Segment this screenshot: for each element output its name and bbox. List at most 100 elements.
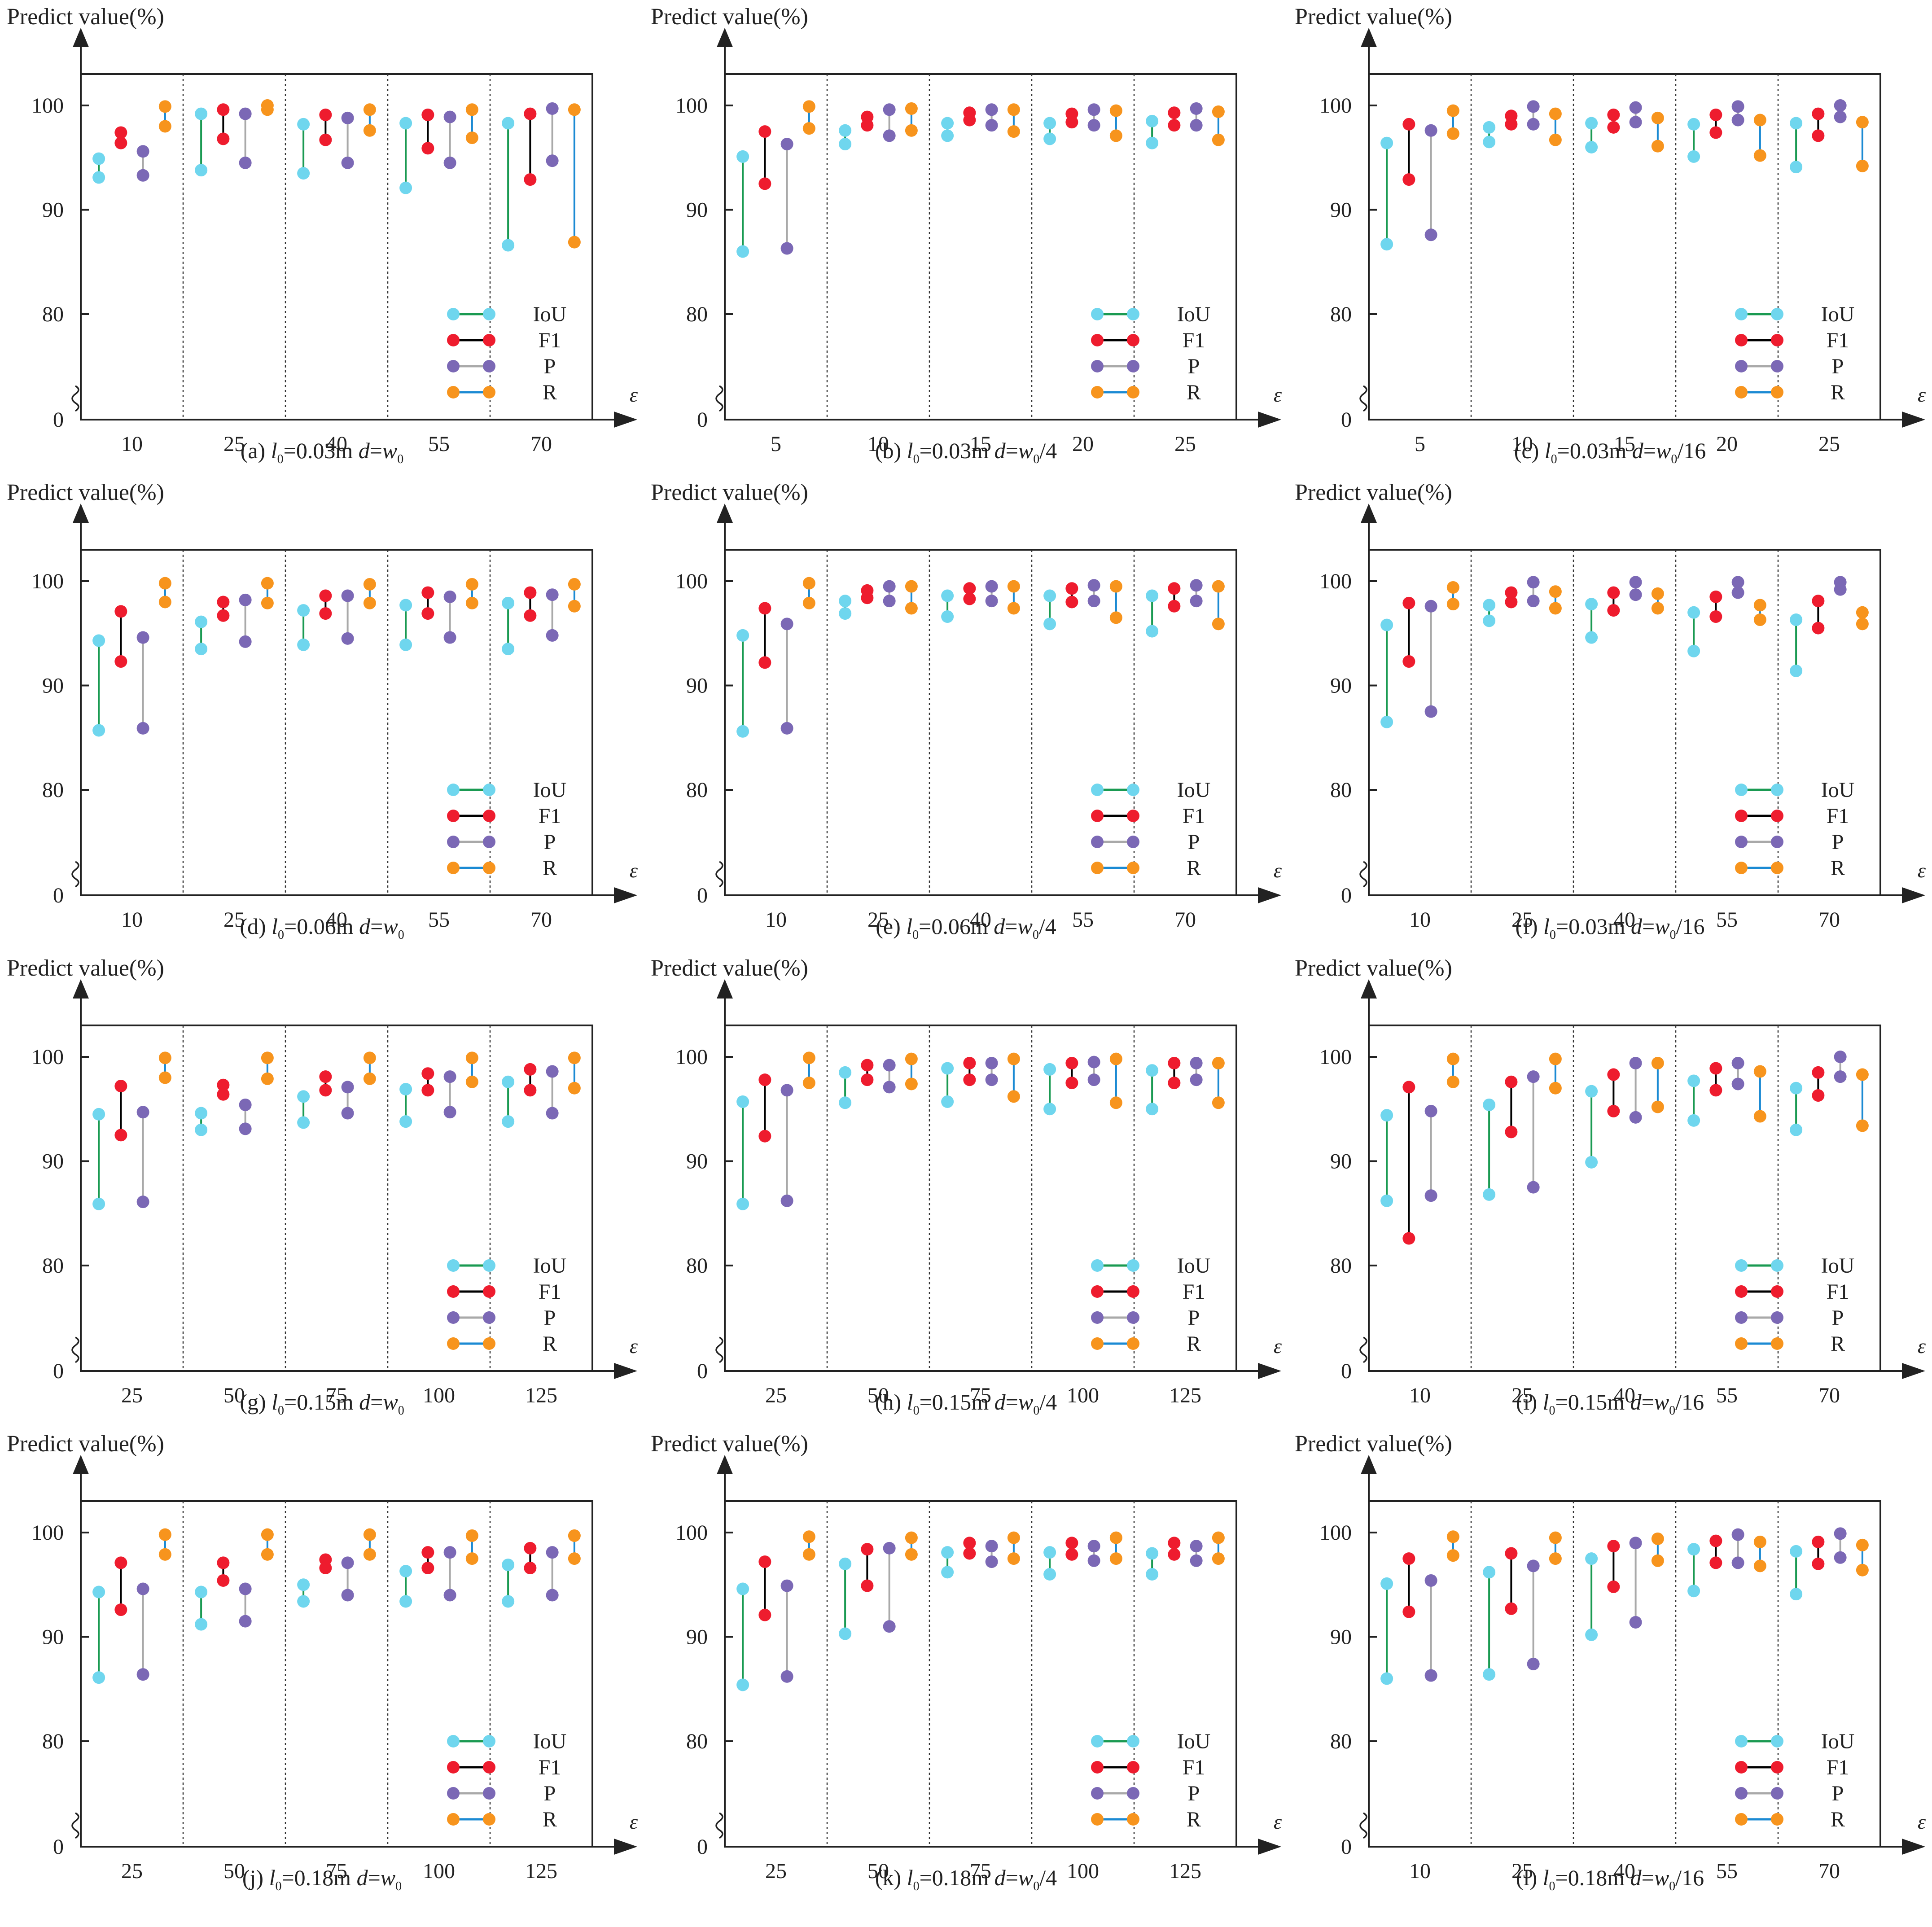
legend-marker-f1 <box>447 810 460 822</box>
data-point-r-min <box>905 124 918 137</box>
data-point-r-max <box>1753 1065 1766 1078</box>
x-axis-symbol: ε <box>1918 383 1926 406</box>
data-point-iou-max <box>736 150 749 163</box>
legend-label-f1: F1 <box>539 804 561 828</box>
data-point-r-min <box>905 602 918 615</box>
legend-marker-iou <box>447 308 460 320</box>
data-point-r-min <box>261 596 274 609</box>
data-point-r-min <box>1651 1554 1664 1567</box>
x-tick-label: 25 <box>1511 1384 1533 1407</box>
data-point-p-max <box>1527 1559 1540 1572</box>
x-tick-label: 50 <box>867 1384 889 1407</box>
data-point-f1-min <box>1607 121 1620 134</box>
data-point-r-max <box>568 103 581 116</box>
data-point-p-max <box>1190 579 1203 592</box>
legend-marker-p <box>1735 836 1748 848</box>
data-point-f1-min <box>1168 119 1181 132</box>
data-point-f1-min <box>758 1130 771 1143</box>
data-point-f1-max <box>1505 1547 1518 1560</box>
x-axis-symbol: ε <box>1274 859 1282 882</box>
legend-marker-r <box>483 1813 495 1826</box>
axis-break-mark <box>1359 385 1367 412</box>
data-point-iou-min <box>92 171 105 184</box>
data-point-iou-max <box>297 1090 310 1103</box>
data-point-iou-min <box>1483 1188 1496 1201</box>
data-point-iou-max <box>399 599 412 612</box>
x-tick-label: 55 <box>428 432 450 456</box>
data-point-p-min <box>1629 588 1642 601</box>
data-point-iou-max <box>399 1565 412 1578</box>
data-point-r-min <box>363 1072 376 1085</box>
data-point-f1-min <box>319 133 332 146</box>
data-point-r-min <box>1212 133 1225 146</box>
data-point-p-min <box>546 1589 559 1602</box>
data-point-p-max <box>1527 1070 1540 1083</box>
data-point-r-max <box>1753 599 1766 612</box>
data-point-r-max <box>1549 107 1562 120</box>
data-point-iou-min <box>195 164 208 177</box>
data-point-p-min <box>341 156 354 169</box>
x-tick-label: 75 <box>970 1859 991 1883</box>
data-point-f1-max <box>758 125 771 138</box>
data-point-p-max <box>239 1582 252 1595</box>
data-point-p-max <box>883 103 896 116</box>
x-axis-symbol: ε <box>1918 859 1926 882</box>
data-point-iou-max <box>1790 1545 1803 1558</box>
legend-label-iou: IoU <box>533 1254 567 1278</box>
data-point-p-max <box>239 1098 252 1111</box>
legend-label-r: R <box>1831 1332 1845 1356</box>
data-point-f1-max <box>1607 108 1620 121</box>
data-point-f1-min <box>319 1084 332 1097</box>
legend-marker-r <box>1771 386 1783 399</box>
y-tick-label-80: 80 <box>686 778 708 802</box>
x-tick-label: 100 <box>1067 1859 1099 1883</box>
data-point-f1-max <box>758 1555 771 1568</box>
data-point-p-min <box>239 156 252 169</box>
legend-marker-p <box>1771 1787 1783 1800</box>
data-point-r-min <box>568 600 581 613</box>
data-point-iou-min <box>839 607 852 620</box>
plot-frame <box>1368 549 1881 896</box>
chart-caption: (g) l0=0.15m d=w0 <box>240 1389 404 1418</box>
data-point-f1-max <box>1168 106 1181 119</box>
data-point-p-min <box>780 722 793 735</box>
legend-marker-iou <box>1735 1259 1748 1272</box>
y-tick-label-90: 90 <box>42 1150 64 1174</box>
legend-marker-iou <box>1735 308 1748 320</box>
legend-marker-p <box>1735 1311 1748 1324</box>
legend-marker-p <box>1771 1311 1783 1324</box>
data-point-iou-min <box>1585 1628 1598 1641</box>
data-point-r-min <box>1109 611 1122 624</box>
data-point-p-max <box>1731 100 1744 113</box>
legend-marker-r <box>1127 1337 1139 1350</box>
legend-marker-iou <box>1127 784 1139 796</box>
data-point-f1-min <box>217 1088 230 1101</box>
data-point-iou-min <box>1043 618 1056 631</box>
data-point-p-min <box>546 629 559 642</box>
data-point-iou-min <box>1687 1114 1700 1127</box>
data-point-r-max <box>1109 104 1122 117</box>
legend-marker-r <box>1091 1813 1104 1826</box>
data-point-f1-max <box>758 602 771 615</box>
data-point-iou-min <box>502 643 515 656</box>
data-point-f1-min <box>1402 173 1415 186</box>
y-axis-title: Predict value(%) <box>7 955 164 981</box>
axis-break-mark <box>1359 1336 1367 1363</box>
data-point-p-max <box>1629 576 1642 589</box>
data-point-f1-max <box>963 582 976 595</box>
x-tick-label: 40 <box>1614 908 1635 932</box>
data-point-p-max <box>1190 1540 1203 1553</box>
data-point-p-max <box>1087 1540 1100 1553</box>
data-point-p-min <box>985 595 998 608</box>
chart-panel-a: Predict value(%) 0 80 90 100 ε 10 25 40 55 70 IoU F1… <box>0 0 644 476</box>
legend-marker-f1 <box>1091 810 1104 822</box>
x-tick-label: 25 <box>121 1384 143 1407</box>
data-point-iou-min <box>736 725 749 738</box>
legend-label-p: P <box>1832 1306 1844 1330</box>
legend-label-iou: IoU <box>1177 1254 1211 1278</box>
y-tick-label-90: 90 <box>42 674 64 698</box>
legend-marker-f1 <box>1091 1761 1104 1774</box>
data-point-f1-max <box>963 1537 976 1550</box>
legend-marker-f1 <box>1127 1285 1139 1298</box>
